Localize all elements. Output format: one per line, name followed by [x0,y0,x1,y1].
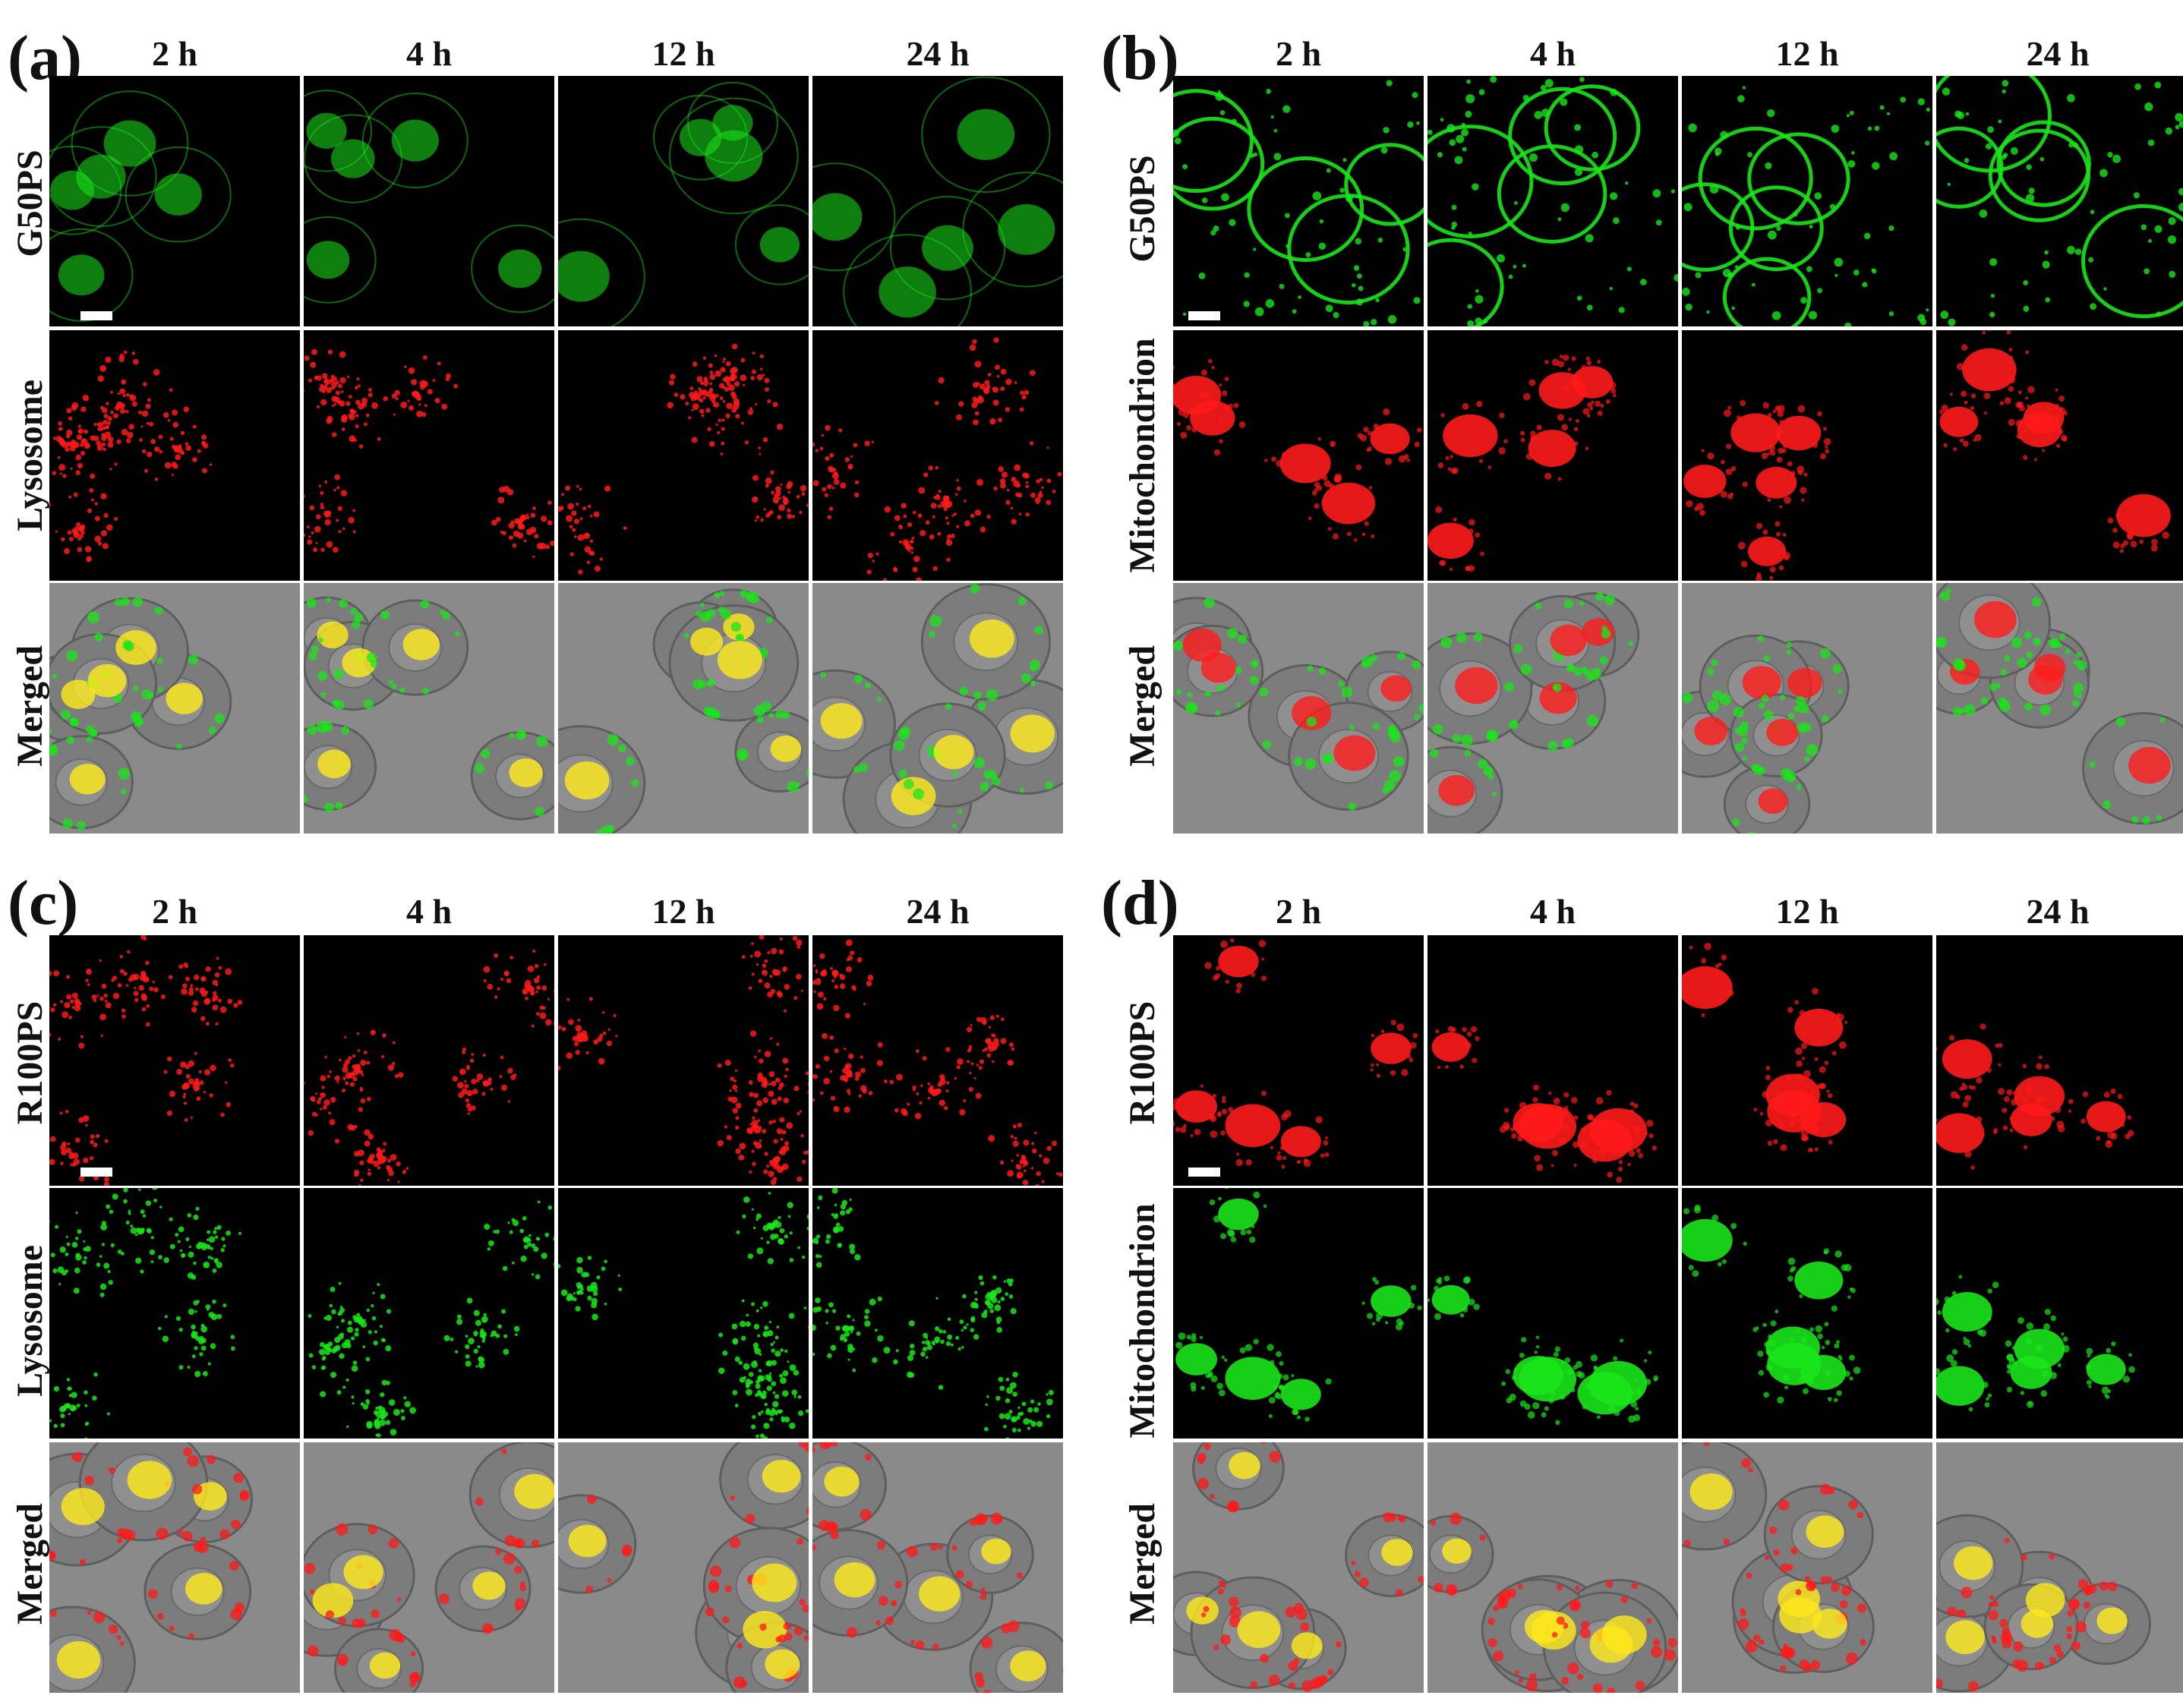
micrograph-d-r100ps-4h [1427,935,1678,1186]
micrograph-d-mitochondrion-24h [1936,1188,2183,1439]
row-label: Merged [1122,1503,1162,1624]
column-header: 24 h [906,892,970,931]
micrograph-d-r100ps-12h [1682,935,1932,1186]
column-header: 2 h [1275,34,1322,73]
micrograph-c-r100ps-4h [304,935,554,1186]
micrograph-b-merged-4h [1427,583,1678,834]
micrograph-a-lysosome-2h [49,330,300,581]
micrograph-a-g50ps-2h [49,76,300,326]
micrograph-c-lysosome-2h [49,1188,300,1439]
column-header: 4 h [1529,892,1576,931]
micrograph-b-merged-12h [1682,583,1932,834]
micrograph-a-lysosome-4h [304,330,554,581]
micrograph-d-merged-4h [1427,1442,1678,1693]
micrograph-a-lysosome-24h [812,330,1063,581]
micrograph-d-mitochondrion-2h [1173,1188,1424,1439]
micrograph-b-g50ps-4h [1427,76,1678,326]
micrograph-d-mitochondrion-12h [1682,1188,1932,1439]
micrograph-c-lysosome-24h [812,1188,1063,1439]
micrograph-d-mitochondrion-4h [1427,1188,1678,1439]
micrograph-c-merged-12h [558,1442,809,1693]
scale-bar [80,311,112,320]
micrograph-d-r100ps-24h [1936,935,2183,1186]
micrograph-b-mitochondrion-12h [1682,330,1932,581]
micrograph-c-lysosome-4h [304,1188,554,1439]
column-header: 24 h [2026,34,2090,73]
row-label: R100PS [10,1001,50,1125]
scale-bar [1188,1168,1220,1177]
row-label: R100PS [1122,1001,1162,1125]
micrograph-d-merged-2h [1173,1442,1424,1693]
column-header: 4 h [405,34,453,73]
row-label: G50PS [1122,155,1162,263]
micrograph-a-merged-12h [558,583,809,834]
micrograph-b-mitochondrion-4h [1427,330,1678,581]
micrograph-c-r100ps-24h [812,935,1063,1186]
scale-bar [80,1168,112,1177]
row-label: G50PS [10,150,50,257]
column-header: 4 h [1529,34,1576,73]
column-header: 2 h [1275,892,1322,931]
micrograph-c-merged-4h [304,1442,554,1693]
scale-bar [1188,311,1220,320]
column-header: 12 h [1775,892,1839,931]
column-header: 24 h [906,34,970,73]
micrograph-a-g50ps-24h [812,76,1063,326]
panel-label: (c) [8,868,79,938]
micrograph-c-merged-24h [812,1442,1063,1693]
micrograph-b-merged-2h [1173,583,1424,834]
micrograph-b-merged-24h [1936,583,2183,834]
micrograph-d-merged-12h [1682,1442,1932,1693]
micrograph-d-merged-24h [1936,1442,2183,1693]
micrograph-c-merged-2h [49,1442,300,1693]
column-header: 12 h [651,34,715,73]
micrograph-b-g50ps-24h [1936,76,2183,326]
column-header: 2 h [151,34,198,73]
row-label: Merged [1122,645,1162,767]
micrograph-a-merged-4h [304,583,554,834]
micrograph-a-g50ps-12h [558,76,809,326]
panel-label: (d) [1101,868,1179,938]
row-label: Mitochondrion [1122,1203,1162,1439]
micrograph-a-lysosome-12h [558,330,809,581]
micrograph-c-r100ps-2h [49,935,300,1186]
column-header: 4 h [405,892,453,931]
micrograph-a-g50ps-4h [304,76,554,326]
micrograph-b-g50ps-2h [1173,76,1424,326]
column-header: 12 h [651,892,715,931]
micrograph-b-g50ps-12h [1682,76,1932,326]
micrograph-b-mitochondrion-2h [1173,330,1424,581]
micrograph-a-merged-24h [812,583,1063,834]
micrograph-c-lysosome-12h [558,1188,809,1439]
row-label: Merged [10,1503,50,1624]
micrograph-c-r100ps-12h [558,935,809,1186]
panel-label: (b) [1101,23,1179,93]
micrograph-b-mitochondrion-24h [1936,330,2183,581]
row-label: Mitochondrion [1122,338,1162,573]
column-header: 2 h [151,892,198,931]
micrograph-d-r100ps-2h [1173,935,1424,1186]
micrograph-a-merged-2h [49,583,300,834]
column-header: 24 h [2026,892,2090,931]
row-label: Lysosome [10,1244,50,1398]
column-header: 12 h [1775,34,1839,73]
row-label: Lysosome [10,379,50,532]
row-label: Merged [10,645,50,767]
